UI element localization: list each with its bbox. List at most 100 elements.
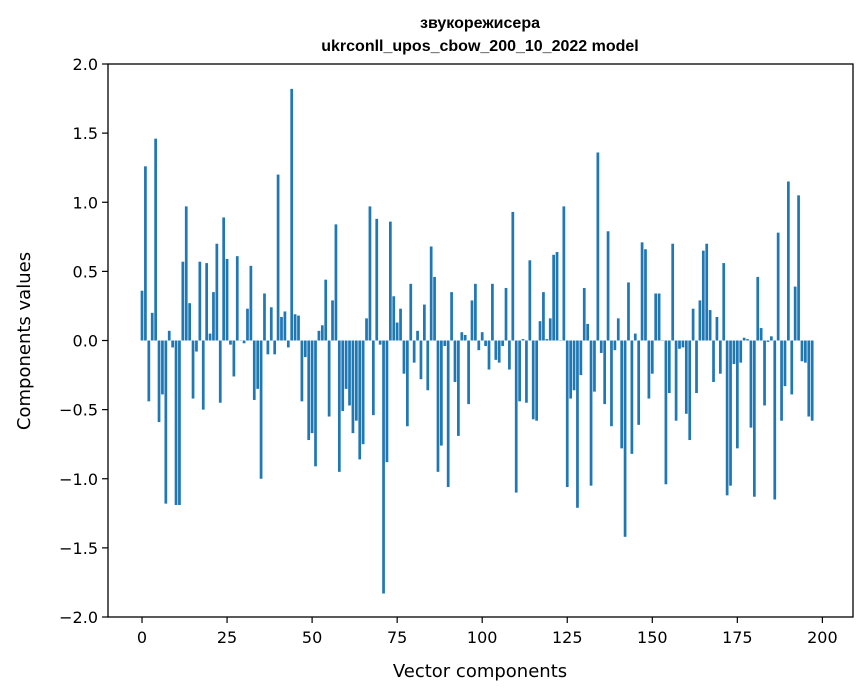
bar-98 <box>474 283 477 341</box>
y-tick-label-0: 2.0 <box>73 55 98 74</box>
x-axis-label: Vector components <box>393 661 567 682</box>
bar-151 <box>654 293 658 341</box>
bar-124 <box>562 206 566 341</box>
bar-79 <box>409 283 413 341</box>
bar-58 <box>337 340 341 472</box>
bar-128 <box>576 340 579 508</box>
bar-134 <box>596 152 600 341</box>
bar-13 <box>184 206 188 341</box>
bar-34 <box>256 340 260 389</box>
bar-130 <box>582 287 586 341</box>
bar-167 <box>708 310 712 341</box>
bar-107 <box>504 287 508 341</box>
bar-3 <box>150 312 154 341</box>
bar-122 <box>555 252 559 341</box>
bar-22 <box>215 243 219 341</box>
x-tick-label-0: 0 <box>137 628 147 647</box>
bar-146 <box>637 340 641 425</box>
bar-54 <box>324 279 328 341</box>
bar-145 <box>633 333 637 341</box>
bar-78 <box>406 340 409 427</box>
x-tick-label-125: 125 <box>552 628 583 647</box>
bar-135 <box>599 340 603 353</box>
bar-16 <box>195 340 198 352</box>
bar-157 <box>674 340 678 421</box>
bar-91 <box>450 292 453 341</box>
bar-90 <box>446 340 450 488</box>
bar-1 <box>144 166 147 341</box>
bar-173 <box>729 340 732 486</box>
bar-175 <box>735 340 739 449</box>
bar-67 <box>368 206 372 341</box>
bar-97 <box>470 300 474 341</box>
bar-177 <box>742 337 746 341</box>
bar-14 <box>188 303 192 341</box>
bar-112 <box>521 339 525 341</box>
bar-65 <box>361 340 365 445</box>
bar-154 <box>664 340 668 485</box>
bar-2 <box>147 340 151 402</box>
bar-38 <box>269 307 273 341</box>
bar-75 <box>395 322 399 341</box>
bar-165 <box>701 250 705 341</box>
bar-155 <box>667 340 671 394</box>
bar-8 <box>167 330 171 341</box>
bar-25 <box>225 258 229 341</box>
bar-99 <box>477 340 481 351</box>
bar-195 <box>804 340 807 363</box>
bar-6 <box>161 340 164 395</box>
x-axis: 0 25 50 75 100 125 150 175 200 <box>137 617 838 647</box>
bar-149 <box>647 340 651 399</box>
y-tick-label-7: −1.5 <box>59 539 98 558</box>
bar-178 <box>746 339 749 341</box>
bar-129 <box>579 340 583 376</box>
bar-94 <box>460 332 464 341</box>
bar-96 <box>467 340 470 405</box>
bar-102 <box>487 340 491 370</box>
bar-170 <box>718 340 722 374</box>
bar-189 <box>783 340 787 387</box>
bar-125 <box>565 340 569 488</box>
bar-10 <box>174 340 178 506</box>
bar-100 <box>480 332 484 341</box>
bar-101 <box>484 340 487 347</box>
bar-81 <box>416 330 419 341</box>
bar-163 <box>695 340 698 394</box>
bar-192 <box>793 286 797 341</box>
bar-32 <box>249 265 253 341</box>
bar-17 <box>198 261 202 341</box>
bar-23 <box>218 340 222 403</box>
bar-161 <box>688 340 692 441</box>
bar-84 <box>426 340 430 391</box>
bar-191 <box>790 340 794 395</box>
y-tick-label-3: 0.5 <box>73 262 98 281</box>
bar-193 <box>797 195 800 341</box>
bar-4 <box>154 138 157 341</box>
bar-0 <box>140 290 144 341</box>
bar-108 <box>508 340 511 370</box>
y-axis-label: Components values <box>14 252 35 430</box>
bar-115 <box>531 340 535 420</box>
x-tick-label-150: 150 <box>637 628 668 647</box>
bar-42 <box>283 311 287 341</box>
bar-127 <box>572 340 576 391</box>
bar-131 <box>586 323 590 341</box>
bar-113 <box>525 340 528 403</box>
bar-47 <box>300 340 304 402</box>
bar-37 <box>266 340 270 355</box>
bar-24 <box>222 217 226 341</box>
bar-179 <box>749 340 753 428</box>
bar-86 <box>433 276 436 341</box>
bar-89 <box>443 340 447 347</box>
bar-66 <box>365 318 368 341</box>
bar-137 <box>606 231 610 341</box>
bar-174 <box>732 340 736 365</box>
bar-87 <box>436 340 440 472</box>
bar-52 <box>317 330 321 341</box>
bar-18 <box>201 340 205 410</box>
bar-142 <box>623 340 627 537</box>
chart-title: звукорежисера <box>420 15 540 32</box>
y-tick-label-2: 1.0 <box>73 193 98 212</box>
bar-119 <box>545 339 549 341</box>
